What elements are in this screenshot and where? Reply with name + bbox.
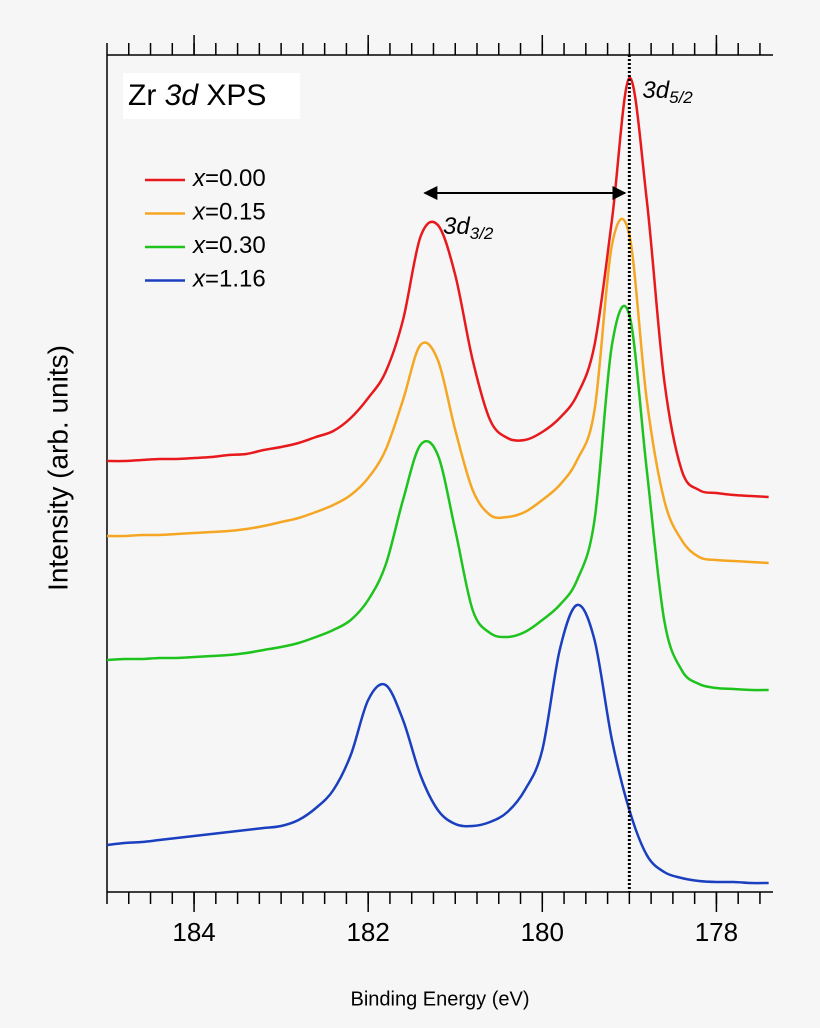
peak-annotation: 3d3/2 — [443, 213, 494, 243]
spectrum-line — [106, 217, 769, 565]
annotation-text: 3d — [642, 77, 669, 104]
x-tick-label: 178 — [695, 917, 738, 947]
chart-title: Zr 3d XPS — [128, 79, 266, 112]
x-tick-label: 182 — [346, 917, 389, 947]
legend-label: x=0.30 — [192, 232, 266, 259]
spectrum-line — [106, 304, 769, 692]
x-tick-label: 184 — [172, 917, 215, 947]
annotation-subscript: 5/2 — [669, 88, 693, 107]
annotation-subscript: 3/2 — [470, 224, 494, 243]
legend-label: x=1.16 — [192, 266, 266, 293]
spectrum-line — [106, 76, 769, 499]
x-axis-title: Binding Energy (eV) — [351, 988, 530, 1010]
spectrum-line — [106, 603, 769, 885]
annotation-text: 3d — [443, 213, 470, 240]
peak-annotation: 3d5/2 — [642, 77, 693, 107]
x-tick-label: 180 — [521, 917, 564, 947]
y-axis-title: Intensity (arb. units) — [42, 345, 73, 591]
legend-label: x=0.15 — [192, 199, 266, 226]
title-box — [123, 73, 300, 119]
legend-label: x=0.00 — [192, 165, 266, 192]
